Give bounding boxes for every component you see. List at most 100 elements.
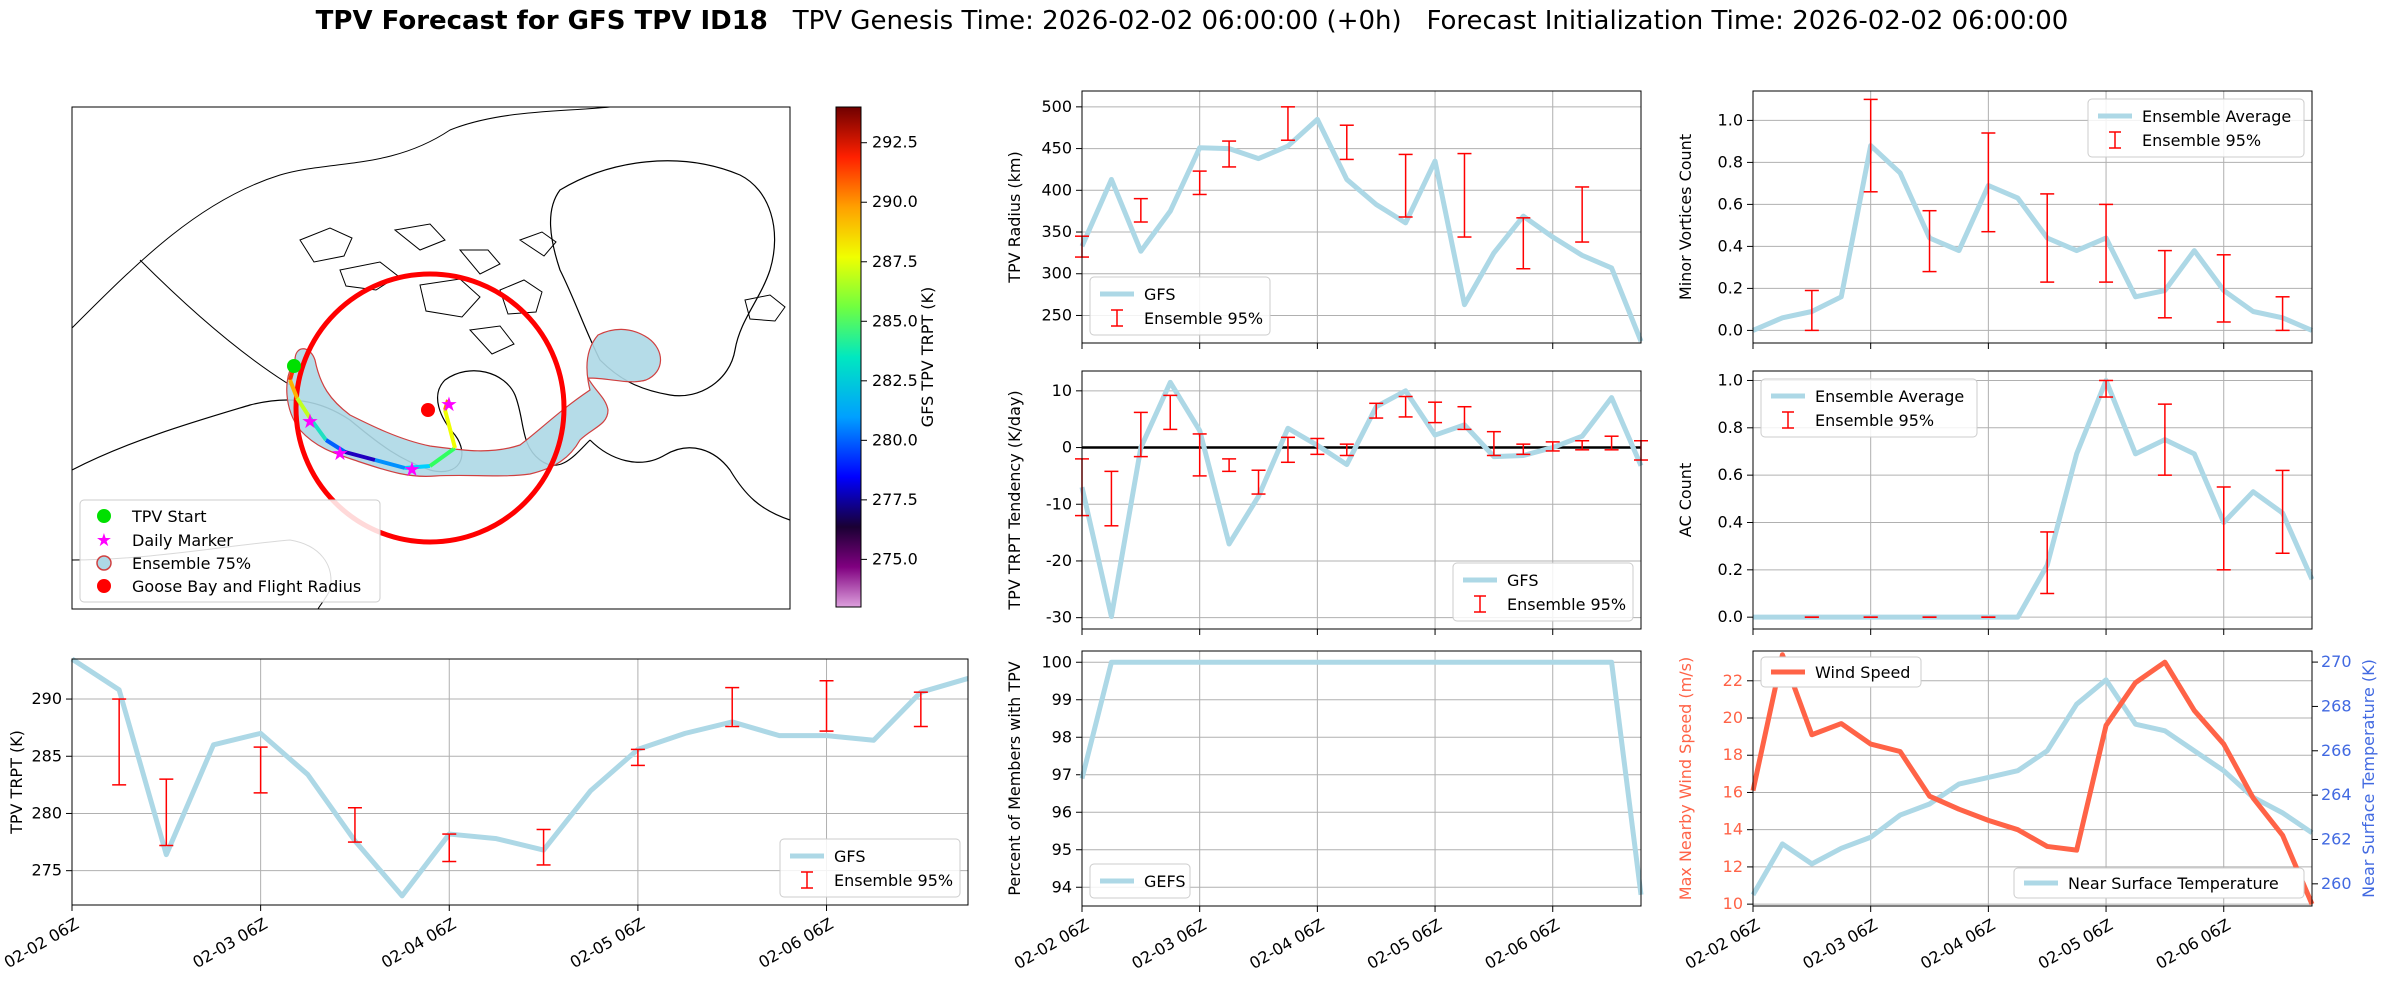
- x-tick-label: 02-04 06Z: [378, 914, 459, 972]
- chart-legend: Ensemble Average Ensemble 95%: [2087, 98, 2305, 158]
- ensemble-95-errorbar: [1863, 98, 1878, 193]
- ensemble-95-errorbar: [2275, 469, 2290, 555]
- y-tick-label: 285: [31, 746, 62, 765]
- y-axis-label: TPV TRPT (K): [7, 730, 26, 835]
- plot-frame: [71, 658, 969, 906]
- y-right-axis-label: Near Surface Temperature (K): [2359, 659, 2378, 898]
- ensemble-95-errorbar: [1192, 170, 1207, 196]
- ensemble-95-errorbar: [2157, 249, 2172, 319]
- chart-wind-temp: 02-02 06Z 02-03 06Z 02-04 06Z 02-05 06Z 02-0…: [1676, 650, 2378, 973]
- legend-tpv-start-label: TPV Start: [131, 507, 207, 526]
- ensemble-95-errorbar: [1575, 186, 1590, 243]
- y-tick-label: 0.8: [1718, 418, 1743, 437]
- legend-daily-marker-label: Daily Marker: [132, 531, 233, 550]
- y-tick-label: 16: [1723, 782, 1743, 801]
- y-tick-label: 1.0: [1718, 110, 1743, 129]
- x-tick-label: 02-03 06Z: [189, 914, 270, 972]
- ensemble-95-errorbar: [2099, 379, 2114, 398]
- y-right-tick-label: 270: [2321, 652, 2352, 671]
- y-tick-label: 20: [1723, 708, 1743, 727]
- y-right-tick-label: 264: [2321, 785, 2352, 804]
- y-tick-label: 96: [1052, 802, 1072, 821]
- ensemble-95-errorbar: [347, 806, 362, 843]
- map-boundary-line: [139, 259, 291, 386]
- plot-frame: [1081, 90, 1642, 344]
- tpv-start-marker: [287, 359, 301, 373]
- ensemble-95-errorbar: [725, 686, 740, 728]
- map-coastline-greenland: [550, 160, 776, 397]
- map-coastline-iceland: [744, 294, 786, 322]
- ensemble-95-errorbar: [1104, 470, 1119, 527]
- y-tick-label: 290: [31, 689, 62, 708]
- ensemble-95-errorbar: [819, 679, 834, 732]
- colorbar-tick-label: 282.5: [872, 371, 918, 390]
- chart-radius: 250 300 350 400 450 500 TPV Radius (km) GFS Ense…: [1005, 90, 1644, 349]
- gfs-line: [70, 656, 969, 899]
- legend-tpv-start-marker: [97, 509, 111, 523]
- legend-wind-speed: Wind Speed: [1760, 656, 1922, 688]
- y-axis-label: AC Count: [1676, 463, 1695, 537]
- y-tick-label: -30: [1046, 608, 1072, 627]
- map-legend: TPV Start ★ Daily Marker Ensemble 75% Go…: [79, 499, 381, 603]
- plot-frame: [1752, 90, 2313, 344]
- ensemble-95-errorbar: [1804, 289, 1819, 332]
- chart-percent-members: 02-02 06Z 02-03 06Z 02-04 06Z 02-05 06Z 02-0…: [1005, 650, 1644, 973]
- y-tick-label: 0.4: [1718, 512, 1743, 531]
- ensemble-95-errorbar: [2216, 254, 2231, 323]
- y-tick-label: 10: [1052, 381, 1072, 400]
- ensemble-95-errorbar: [1428, 401, 1443, 424]
- legend-label: GFS: [834, 847, 865, 866]
- y-tick-label: 94: [1052, 877, 1072, 896]
- ensemble-95-errorbar: [1922, 209, 1937, 273]
- legend-box: [1089, 276, 1271, 336]
- ensemble-95-errorbar: [1457, 152, 1472, 238]
- legend-label: Ensemble 95%: [1815, 411, 1934, 430]
- map-colorbar: 292.5 290.0 287.5 285.0 282.5 280.0 277.5 275.0…: [835, 106, 937, 608]
- ensemble-95-errorbar: [442, 833, 457, 863]
- y-tick-label: 250: [1041, 305, 1072, 324]
- colorbar-gradient: [835, 106, 862, 608]
- daily-marker: ★: [403, 457, 421, 481]
- y-axis-label: Max Nearby Wind Speed (m/s): [1676, 657, 1695, 900]
- wind-speed-line: [1750, 652, 2315, 906]
- y-right-tick-label: 266: [2321, 741, 2352, 760]
- chart-trpt-tendency: -30 -20 -10 0 10 TPV TRPT Tendency (K/day) GFS…: [1005, 370, 1648, 635]
- legend-label: GFS: [1507, 571, 1538, 590]
- y-tick-label: 14: [1723, 820, 1743, 839]
- y-tick-label: 0.2: [1718, 560, 1743, 579]
- y-tick-label: 400: [1041, 180, 1072, 199]
- y-tick-label: 18: [1723, 745, 1743, 764]
- legend-goose-bay-marker: [97, 579, 111, 593]
- colorbar-tick-label: 290.0: [872, 192, 918, 211]
- ensemble-95-errorbar: [2275, 296, 2290, 332]
- plot-frame: [1752, 370, 2313, 630]
- chart-legend: GFS Ensemble 95%: [1089, 276, 1271, 336]
- x-tick-label: 02-05 06Z: [2035, 915, 2116, 973]
- ensemble-95-errorbar: [1310, 437, 1325, 456]
- legend-ensemble-75-marker: [96, 555, 112, 571]
- ensemble-95-errorbar: [1222, 458, 1237, 473]
- ensemble-95-errorbar: [1369, 402, 1384, 419]
- ensemble-95-errorbar: [1163, 394, 1178, 431]
- y-tick-label: 1.0: [1718, 370, 1743, 389]
- y-tick-label: 97: [1052, 765, 1072, 784]
- ensemble-95-errorbar: [2216, 486, 2231, 571]
- ensemble-95-errorbar: [1604, 435, 1619, 451]
- ensemble-95-errorbar: [1545, 441, 1560, 452]
- map-coastline-islands: [299, 223, 557, 355]
- x-tick-label: 02-06 06Z: [755, 914, 836, 972]
- x-tick-label: 02-04 06Z: [1917, 915, 1998, 973]
- legend-box: [1452, 562, 1634, 622]
- figure-title-bold: TPV Forecast for GFS TPV ID18: [315, 6, 768, 36]
- ensemble-95-errorbar: [1516, 443, 1531, 456]
- y-axis-label: Percent of Members with TPV: [1005, 661, 1024, 895]
- ensemble-95-errorbar: [1251, 469, 1266, 495]
- ensemble-95-errorbar: [2157, 403, 2172, 476]
- colorbar-tick-label: 280.0: [872, 430, 918, 449]
- y-tick-label: 0.4: [1718, 236, 1743, 255]
- y-tick-label: 280: [31, 803, 62, 822]
- chart-legend: Ensemble Average Ensemble 95%: [1760, 378, 1978, 438]
- legend-box: [779, 838, 961, 898]
- y-tick-label: 0.2: [1718, 278, 1743, 297]
- figure-title: TPV Forecast for GFS TPV ID18 TPV Genesi…: [0, 6, 2384, 36]
